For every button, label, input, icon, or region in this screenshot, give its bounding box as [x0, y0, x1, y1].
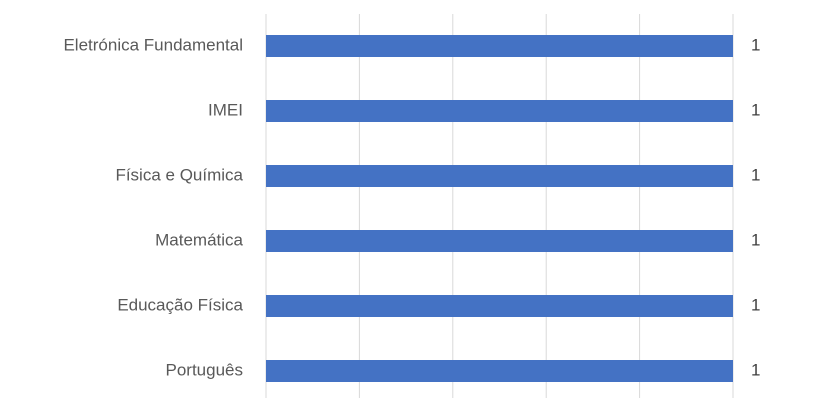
bar-1	[266, 100, 733, 122]
data-label-4: 1	[751, 295, 760, 314]
data-label-5: 1	[751, 360, 760, 379]
bar-0	[266, 35, 733, 57]
data-labels: 1 1 1 1 1 1	[751, 35, 760, 379]
data-label-1: 1	[751, 100, 760, 119]
category-labels: Eletrónica Fundamental IMEI Física e Quími…	[63, 35, 243, 379]
category-label-0: Eletrónica Fundamental	[63, 35, 243, 54]
category-label-3: Matemática	[155, 230, 243, 249]
bar-2	[266, 165, 733, 187]
bar-3	[266, 230, 733, 252]
data-label-3: 1	[751, 230, 760, 249]
category-label-2: Física e Química	[115, 165, 243, 184]
data-label-2: 1	[751, 165, 760, 184]
bar-5	[266, 360, 733, 382]
category-label-1: IMEI	[208, 100, 243, 119]
gridlines	[265, 14, 734, 398]
data-label-0: 1	[751, 35, 760, 54]
category-label-4: Educação Física	[117, 295, 243, 314]
bars	[266, 35, 733, 382]
category-label-5: Português	[166, 360, 244, 379]
bar-4	[266, 295, 733, 317]
